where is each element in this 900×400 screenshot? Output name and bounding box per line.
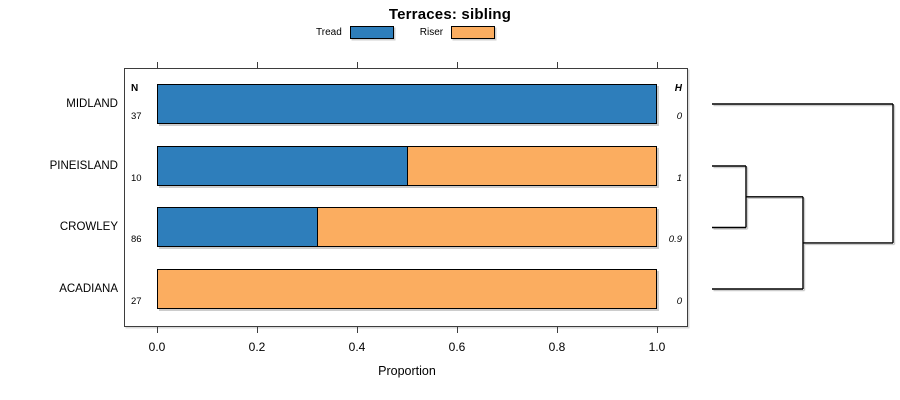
x-tick-label: 0.8 [548,340,566,354]
legend-label-tread: Tread [316,27,342,38]
tread-segment [158,208,318,247]
n-column-header: N [131,83,139,94]
category-label-pineisland: PINEISLAND [49,159,118,172]
legend-label-riser: Riser [419,27,444,38]
legend-item-riser: Riser [419,26,496,39]
x-tick-bottom [657,327,658,333]
n-value-pineisland: 10 [131,172,142,184]
h-value-pineisland: 1 [676,172,682,184]
legend: Tread Riser [316,26,496,39]
x-tick-label: 0.4 [348,340,366,354]
tread-color-swatch [349,26,394,39]
x-tick-label: 0.2 [248,340,266,354]
x-tick-bottom [257,327,258,333]
chart-title: Terraces: sibling [388,6,512,23]
riser-segment [317,208,656,247]
stacked-bar-crowley [157,207,657,248]
tread-segment [158,146,407,185]
h-value-midland: 0 [676,111,682,122]
category-label-crowley: CROWLEY [59,221,118,234]
x-tick-top [257,62,258,68]
x-tick-bottom [557,327,558,333]
stacked-bar-acadiana [157,269,657,309]
n-value-acadiana: 27 [131,296,142,307]
h-value-crowley: 0.9 [668,234,682,246]
h-column-header: H [674,83,682,94]
n-value-midland: 37 [131,111,142,122]
x-tick-bottom [357,327,358,333]
x-tick-label: 1.0 [648,340,666,354]
category-label-midland: MIDLAND [66,98,118,110]
n-value-crowley: 86 [131,234,142,246]
x-tick-bottom [157,327,158,333]
x-tick-top [457,62,458,68]
h-value-acadiana: 0 [676,296,682,307]
tread-segment [158,85,656,123]
x-tick-top [657,62,658,68]
riser-segment [407,146,656,185]
x-tick-top [157,62,158,68]
category-label-acadiana: ACADIANA [59,283,118,295]
x-tick-label: 0.6 [448,340,466,354]
x-axis-label: Proportion [378,364,436,378]
legend-item-tread: Tread [316,26,394,39]
x-tick-top [357,62,358,68]
riser-color-swatch [451,26,496,39]
x-tick-label: 0.0 [148,340,166,354]
stacked-bar-midland [157,84,657,124]
x-tick-bottom [457,327,458,333]
x-tick-top [557,62,558,68]
riser-segment [158,270,656,308]
stacked-bar-pineisland [157,145,657,186]
